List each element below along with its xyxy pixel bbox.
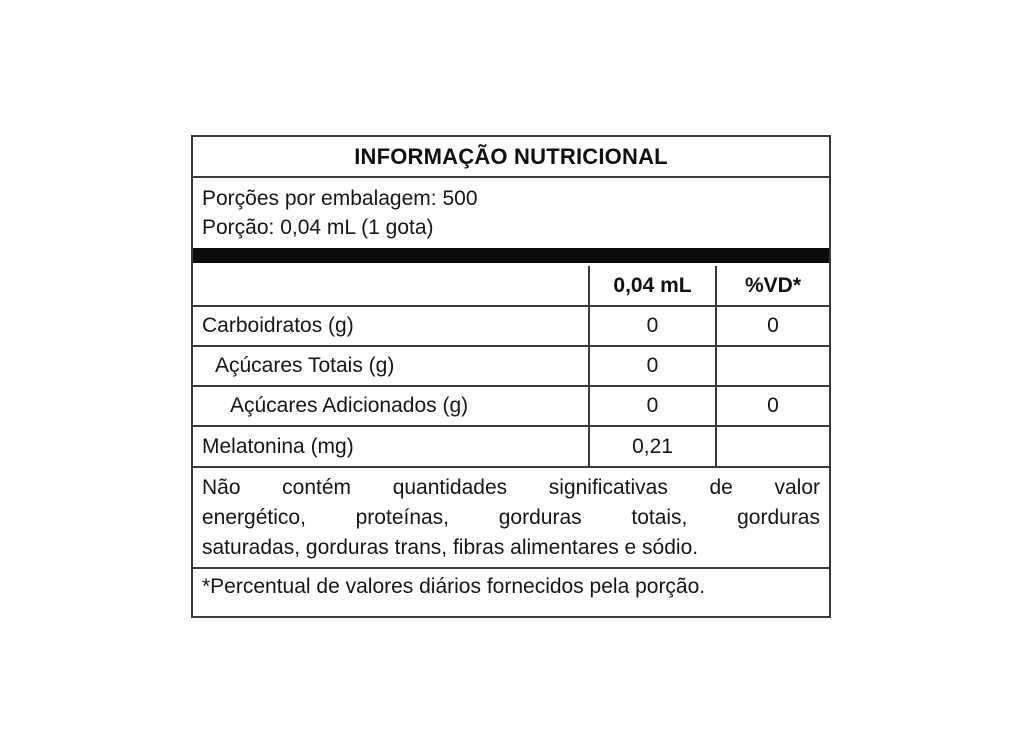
- dv-column-header: %VD*: [715, 265, 830, 307]
- note-line: Não contém quantidades significativas de…: [202, 476, 820, 499]
- nutrients-table: 0,04 mL %VD* Carboidratos (g) 0 0 Açúcar…: [192, 265, 830, 467]
- nutrient-amount: 0: [588, 385, 717, 427]
- table-row-melatonina: Melatonina (mg) 0,21: [192, 425, 830, 467]
- table-header-row: 0,04 mL %VD*: [192, 265, 830, 307]
- table-row-acucares-totais: Açúcares Totais (g) 0: [192, 345, 830, 387]
- no-significant-amounts-note: Não contém quantidades significativas de…: [193, 466, 829, 567]
- nutrient-dv: [715, 345, 830, 387]
- table-row-carboidratos: Carboidratos (g) 0 0: [192, 305, 830, 347]
- serving-size-text: Porção: 0,04 mL (1 gota): [202, 216, 434, 239]
- serving-info-section: Porções por embalagem: 500 Porção: 0,04 …: [193, 178, 829, 248]
- nutrient-amount: 0,21: [588, 425, 717, 467]
- amount-column-header: 0,04 mL: [588, 265, 717, 307]
- nutrient-dv: [715, 425, 830, 467]
- servings-per-package-text: Porções por embalagem: 500: [202, 187, 478, 210]
- nutrient-dv: 0: [715, 305, 830, 347]
- thick-divider-bar: [193, 248, 829, 263]
- nutrient-amount: 0: [588, 345, 717, 387]
- nutrient-name: Açúcares Totais (g): [192, 345, 590, 387]
- nutrient-name: Carboidratos (g): [192, 305, 590, 347]
- note-line: saturadas, gorduras trans, fibras alimen…: [202, 536, 699, 559]
- note-line: energético, proteínas, gorduras totais, …: [202, 506, 820, 529]
- nutrition-facts-label: INFORMAÇÃO NUTRICIONAL Porções por embal…: [191, 135, 831, 618]
- daily-values-footnote: *Percentual de valores diários fornecido…: [193, 567, 829, 608]
- nutrient-dv: 0: [715, 385, 830, 427]
- nutrient-name: Melatonina (mg): [192, 425, 590, 467]
- empty-header-cell: [192, 265, 590, 307]
- nutrient-name: Açúcares Adicionados (g): [192, 385, 590, 427]
- nutrition-label-title: INFORMAÇÃO NUTRICIONAL: [193, 137, 829, 178]
- table-row-acucares-adicionados: Açúcares Adicionados (g) 0 0: [192, 385, 830, 427]
- nutrient-amount: 0: [588, 305, 717, 347]
